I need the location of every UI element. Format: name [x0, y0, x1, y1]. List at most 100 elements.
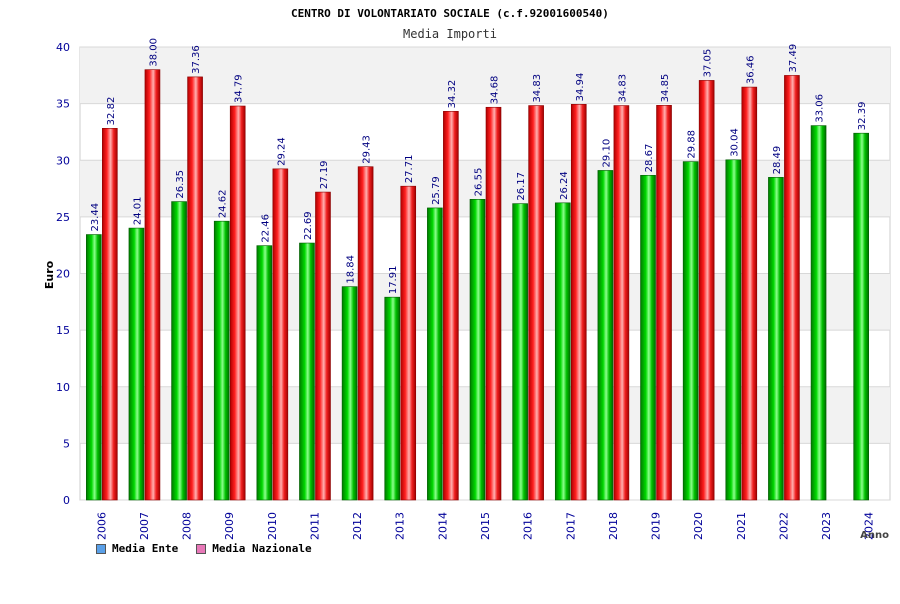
y-tick-label: 25	[56, 211, 70, 224]
value-label-media-nazionale: 34.94	[575, 73, 586, 102]
bar-media-nazionale	[144, 69, 161, 501]
value-label-media-nazionale: 29.43	[362, 135, 373, 164]
value-label-media-nazionale: 29.24	[276, 137, 287, 166]
x-tick-label: 2024	[863, 512, 876, 540]
y-tick-label: 35	[56, 98, 70, 111]
bar-media-ente	[256, 245, 273, 501]
value-label-media-nazionale: 32.82	[106, 97, 117, 126]
x-tick-label: 2023	[820, 512, 833, 540]
bar-media-nazionale	[357, 166, 374, 501]
x-tick-label: 2021	[735, 512, 748, 540]
value-label-media-nazionale: 34.68	[490, 76, 501, 105]
bar-media-ente	[299, 242, 315, 501]
value-label-media-nazionale: 38.00	[148, 38, 159, 67]
legend-item-media-ente: Media Ente	[96, 542, 178, 555]
bar-media-nazionale	[400, 185, 417, 501]
bar-media-nazionale	[656, 105, 672, 501]
value-label-media-ente: 33.06	[815, 94, 826, 123]
y-tick-label: 30	[56, 154, 70, 167]
y-axis-ticks: 0 5 10 15 20 25 30 35 40	[56, 41, 70, 507]
bar-media-ente	[810, 125, 827, 501]
bar-media-nazionale	[443, 111, 459, 501]
value-label-media-ente: 23.44	[90, 203, 101, 232]
bar-media-nazionale	[570, 104, 587, 501]
bar-media-nazionale	[102, 128, 118, 501]
bar-media-nazionale	[784, 75, 800, 501]
bar-media-nazionale	[485, 106, 502, 501]
x-tick-label: 2009	[223, 512, 236, 540]
value-label-media-ente: 29.10	[601, 139, 612, 168]
bar-media-ente	[213, 220, 230, 501]
value-label-media-ente: 26.55	[474, 168, 485, 197]
chart-title: CENTRO DI VOLONTARIATO SOCIALE (c.f.9200…	[291, 7, 609, 20]
y-axis-label: Euro	[43, 260, 56, 289]
bar-media-nazionale	[741, 86, 758, 501]
value-label-media-nazionale: 27.71	[404, 155, 415, 184]
value-label-media-ente: 24.62	[218, 190, 229, 219]
value-label-media-ente: 26.24	[559, 171, 570, 200]
x-tick-label: 2020	[692, 512, 705, 540]
bar-media-nazionale	[272, 168, 289, 501]
y-tick-label: 5	[63, 437, 70, 450]
value-label-media-nazionale: 34.79	[234, 74, 245, 103]
x-tick-label: 2006	[95, 512, 108, 540]
bar-media-nazionale	[187, 76, 203, 501]
value-label-media-ente: 18.84	[346, 255, 357, 284]
x-tick-label: 2013	[394, 512, 407, 540]
x-tick-label: 2018	[607, 512, 620, 540]
bar-media-ente	[768, 177, 784, 501]
bar-media-ente	[640, 175, 656, 501]
bar-series	[86, 69, 869, 501]
x-tick-label: 2015	[479, 512, 492, 540]
bar-media-ente	[384, 296, 401, 501]
value-labels: 23.44 32.82 24.01 38.00 26.35 37.36 24.62 34.79…	[90, 38, 868, 294]
bar-media-ente	[682, 161, 699, 501]
x-axis-label: Anno	[860, 530, 889, 541]
value-label-media-nazionale: 34.85	[660, 74, 671, 103]
bar-media-ente	[554, 202, 571, 501]
x-tick-label: 2012	[351, 512, 364, 540]
x-tick-label: 2008	[181, 512, 194, 540]
x-tick-label: 2007	[138, 512, 151, 540]
value-label-media-nazionale: 36.46	[745, 55, 756, 84]
bar-media-ente	[597, 170, 614, 501]
legend-label-media-nazionale: Media Nazionale	[212, 542, 312, 555]
value-label-media-nazionale: 27.19	[319, 160, 330, 189]
x-tick-label: 2019	[650, 512, 663, 540]
value-label-media-nazionale: 37.49	[788, 44, 799, 73]
y-tick-label: 20	[56, 268, 70, 281]
value-label-media-ente: 24.01	[132, 196, 143, 225]
legend-swatch-media-ente	[96, 543, 106, 554]
x-tick-label: 2017	[564, 512, 577, 540]
value-label-media-ente: 25.79	[431, 176, 442, 205]
legend: Media Ente Media Nazionale	[96, 542, 312, 555]
bar-media-nazionale	[698, 80, 715, 501]
y-tick-label: 15	[56, 324, 70, 337]
value-label-media-nazionale: 37.36	[191, 45, 202, 74]
legend-swatch-media-nazionale	[196, 543, 207, 554]
y-tick-label: 10	[56, 381, 70, 394]
value-label-media-nazionale: 34.83	[532, 74, 543, 103]
bar-media-ente	[469, 199, 486, 501]
bar-media-ente	[427, 207, 443, 501]
value-label-media-ente: 30.04	[729, 128, 740, 157]
legend-label-media-ente: Media Ente	[112, 542, 179, 555]
x-tick-label: 2010	[266, 512, 279, 540]
bar-media-ente	[725, 159, 742, 501]
bar-media-ente	[341, 286, 358, 501]
value-label-media-nazionale: 34.32	[447, 80, 458, 109]
value-label-media-ente: 17.91	[388, 266, 399, 295]
bar-media-ente	[853, 132, 869, 501]
x-tick-label: 2014	[436, 512, 449, 540]
value-label-media-ente: 28.49	[772, 146, 783, 175]
bar-media-ente	[128, 227, 145, 501]
x-tick-label: 2016	[522, 512, 535, 540]
bar-media-nazionale	[528, 105, 544, 501]
value-label-media-ente: 26.17	[516, 172, 527, 201]
value-label-media-ente: 22.46	[260, 214, 271, 243]
bar-media-ente	[171, 201, 187, 501]
value-label-media-ente: 22.69	[303, 211, 314, 240]
x-tick-label: 2011	[308, 512, 321, 540]
